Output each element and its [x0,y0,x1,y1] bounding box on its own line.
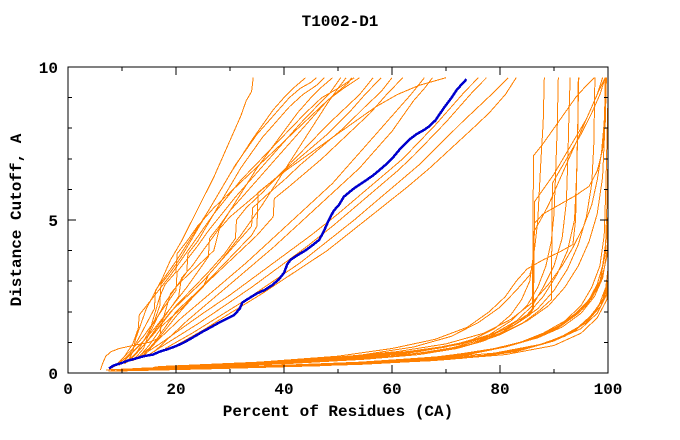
y-tick-label: 10 [39,60,58,78]
model-line [143,77,404,355]
x-tick-label: 100 [594,381,623,399]
model-line [126,77,254,363]
model-line [121,77,595,371]
model-line [143,77,447,357]
model-line [116,77,604,371]
model-line [154,77,433,352]
model-line [202,279,609,368]
model-line [137,77,382,359]
model-line [175,77,517,346]
y-tick-label: 0 [48,366,58,384]
model-line [118,77,325,366]
model-line [132,77,360,362]
x-tick-label: 20 [166,381,185,399]
model-line [127,77,393,363]
model-line [111,77,545,371]
model-line [132,77,425,362]
model-line [154,77,596,368]
y-tick-label: 5 [48,213,58,231]
x-tick-label: 60 [382,381,401,399]
model-line [137,77,479,359]
y-axis-label: Distance Cutoff, A [8,133,26,307]
highlighted-model-line [108,78,468,370]
x-tick-label: 0 [63,381,73,399]
model-line [127,77,559,370]
model-line [121,77,306,365]
x-axis-label: Percent of Residues (CA) [222,403,454,421]
model-line [108,284,609,372]
model-line [159,77,607,368]
model-line [105,77,580,371]
x-tick-label: 80 [490,381,509,399]
x-tick-label: 40 [274,381,293,399]
model-line [132,77,606,370]
chart-title: T1002-D1 [301,13,379,31]
model-line [148,77,487,356]
model-line [121,77,374,365]
model-line [124,77,333,365]
plot-frame [67,66,609,374]
model-line [165,77,606,367]
model-line [164,77,509,349]
model-line [129,77,342,362]
model-line [110,77,352,369]
model-line [116,77,355,366]
